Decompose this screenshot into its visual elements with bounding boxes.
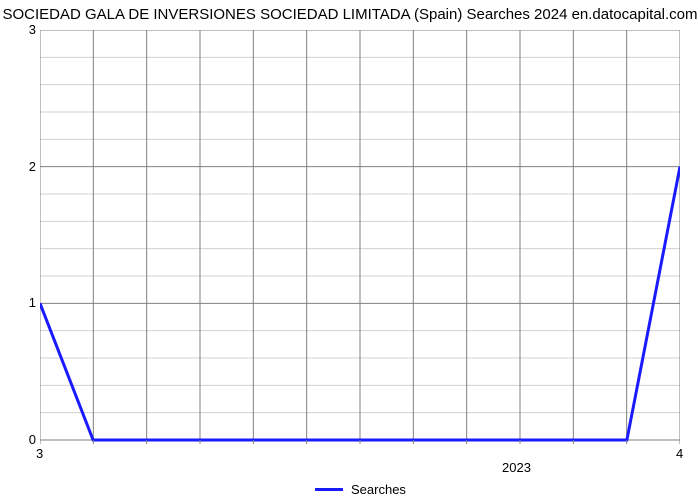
y-tick-label: 3	[6, 22, 36, 37]
chart-title: SOCIEDAD GALA DE INVERSIONES SOCIEDAD LI…	[0, 6, 700, 23]
x-category-label: 2023	[502, 460, 531, 475]
chart-svg	[40, 30, 680, 446]
legend-swatch	[315, 488, 343, 491]
x-boundary-label: 4	[676, 446, 683, 461]
legend: Searches	[315, 482, 406, 497]
y-tick-label: 0	[6, 432, 36, 447]
legend-label: Searches	[351, 482, 406, 497]
y-tick-label: 2	[6, 159, 36, 174]
x-boundary-label: 3	[36, 446, 43, 461]
y-tick-label: 1	[6, 295, 36, 310]
chart-container: { "chart": { "type": "line", "title": "S…	[0, 0, 700, 500]
plot-area	[40, 30, 680, 440]
